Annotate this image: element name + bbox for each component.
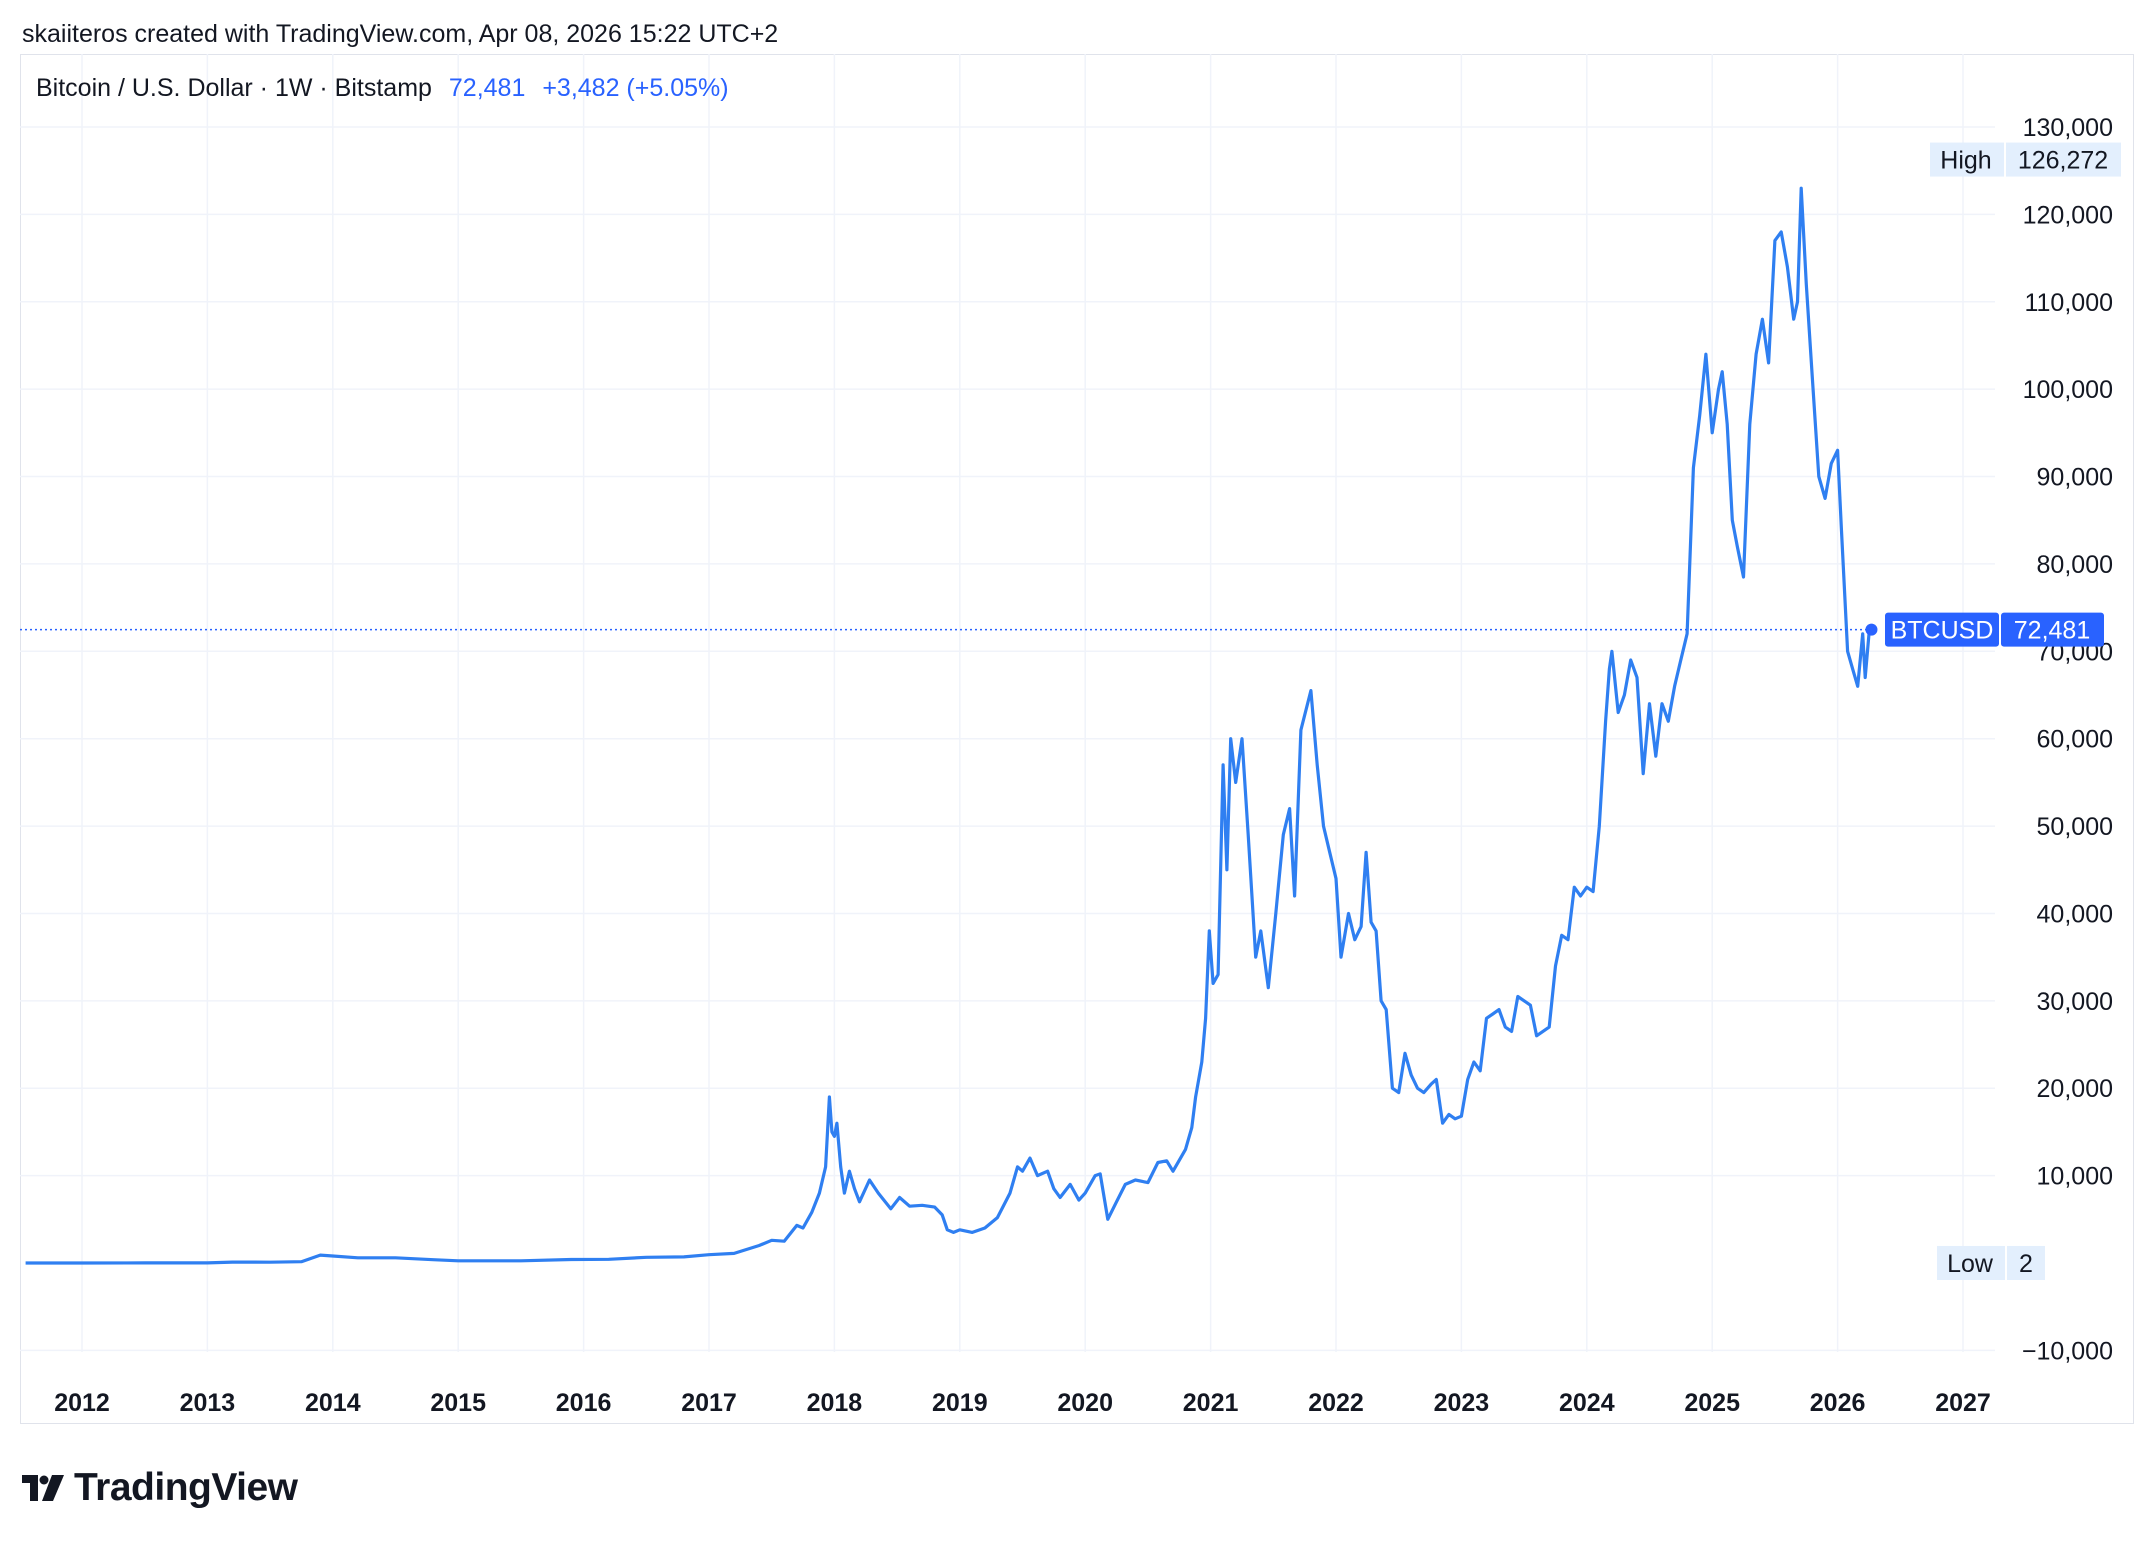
high-value: 126,272 xyxy=(2018,147,2108,175)
last-value-label: 72,481 xyxy=(2014,617,2090,645)
low-value: 2 xyxy=(2019,1250,2033,1278)
y-tick-label: 10,000 xyxy=(2037,1163,2113,1191)
x-tick-label: 2018 xyxy=(807,1389,863,1417)
low-value-bg xyxy=(2007,1245,2045,1280)
x-tick-label: 2013 xyxy=(180,1389,236,1417)
tradingview-logo[interactable]: TradingView xyxy=(22,1464,298,1512)
high-value-bg xyxy=(2006,142,2121,177)
tradingview-logo-icon xyxy=(22,1475,64,1501)
x-tick-label: 2025 xyxy=(1684,1389,1740,1417)
price-line xyxy=(25,186,1873,1265)
high-label: High xyxy=(1940,147,1991,175)
x-tick-label: 2026 xyxy=(1810,1389,1866,1417)
high-tag-bg xyxy=(1930,142,2004,177)
y-tick-label: 110,000 xyxy=(2024,289,2113,317)
symbol-tag-bg xyxy=(1885,612,1999,647)
x-axis: 2012 2013 2014 2015 2016 2017 2018 2019 2020 2021… xyxy=(54,1389,1991,1417)
y-tick-label: 60,000 xyxy=(2037,726,2113,754)
x-tick-label: 2022 xyxy=(1308,1389,1364,1417)
x-tick-label: 2024 xyxy=(1559,1389,1615,1417)
y-tick-label: 20,000 xyxy=(2037,1075,2113,1103)
symbol-description: Bitcoin / U.S. Dollar · 1W · Bitstamp xyxy=(36,74,432,102)
low-tag-bg xyxy=(1937,1245,2005,1280)
x-tick-label: 2027 xyxy=(1935,1389,1991,1417)
price-tags: High 126,272 Low 2 BTCUSD 72,481 xyxy=(1885,142,2121,1280)
y-tick-label: −10,000 xyxy=(2022,1337,2113,1365)
last-price-dot xyxy=(1865,623,1878,636)
x-tick-label: 2014 xyxy=(305,1389,361,1417)
y-tick-label: 120,000 xyxy=(2023,201,2113,229)
symbol-tag-label: BTCUSD xyxy=(1891,617,1994,645)
last-value-bg xyxy=(2001,612,2104,647)
x-tick-label: 2020 xyxy=(1057,1389,1113,1417)
x-tick-label: 2019 xyxy=(932,1389,988,1417)
y-axis: 130,000 120,000 110,000 100,000 90,000 80,000… xyxy=(2022,114,2113,1365)
x-tick-label: 2021 xyxy=(1183,1389,1239,1417)
x-tick-label: 2017 xyxy=(681,1389,737,1417)
symbol-legend: Bitcoin / U.S. Dollar · 1W · Bitstamp 72… xyxy=(36,74,729,103)
y-tick-label: 50,000 xyxy=(2037,813,2113,841)
last-price: 72,481 xyxy=(448,74,526,102)
low-label: Low xyxy=(1947,1250,1994,1278)
price-change: +3,482 (+5.05%) xyxy=(542,74,729,102)
x-tick-label: 2016 xyxy=(556,1389,612,1417)
plot-area xyxy=(20,186,1880,1265)
chart-credit: skaiiteros created with TradingView.com,… xyxy=(22,20,779,48)
y-tick-label: 90,000 xyxy=(2037,464,2113,492)
y-tick-label: 100,000 xyxy=(2023,376,2113,404)
x-tick-label: 2012 xyxy=(54,1389,110,1417)
y-tick-label: 130,000 xyxy=(2023,114,2113,142)
y-tick-label: 80,000 xyxy=(2037,551,2113,579)
y-tick-label: 30,000 xyxy=(2037,988,2113,1016)
y-tick-label: 40,000 xyxy=(2037,900,2113,928)
tradingview-logo-text: TradingView xyxy=(74,1466,298,1509)
x-tick-label: 2015 xyxy=(430,1389,486,1417)
grid xyxy=(20,54,1995,1352)
x-tick-label: 2023 xyxy=(1434,1389,1490,1417)
